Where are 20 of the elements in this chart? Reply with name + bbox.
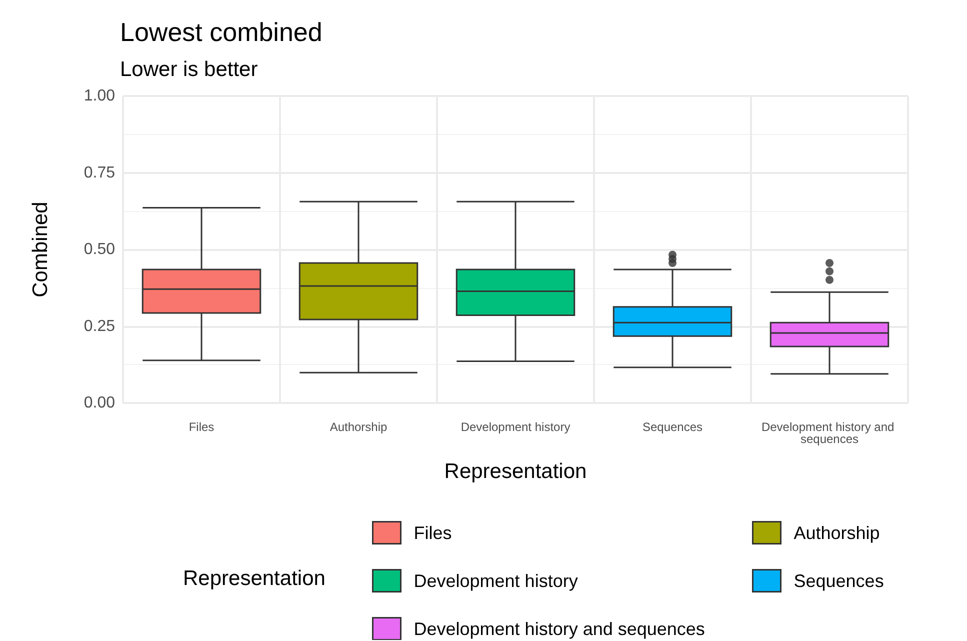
y-tick-label: 0.00	[84, 394, 116, 412]
legend-label: Authorship	[794, 522, 880, 543]
y-tick-label: 0.50	[84, 241, 116, 258]
legend-label: Sequences	[794, 570, 884, 591]
legend-label: Files	[414, 522, 452, 543]
chart-subtitle: Lower is better	[120, 58, 258, 81]
x-tick-label: Files	[188, 420, 214, 434]
x-tick-label: Sequences	[642, 420, 703, 434]
x-tick-label: Development history	[460, 420, 570, 434]
y-tick-label: 0.75	[84, 164, 116, 182]
y-axis-title: Combined	[29, 202, 52, 298]
y-tick-label: 1.00	[84, 88, 116, 104]
x-axis-title: Representation	[444, 460, 587, 483]
x-tick-label: Development history and sequences	[761, 420, 898, 446]
y-tick-label: 0.25	[84, 318, 116, 335]
legend-label: Development history	[414, 570, 578, 591]
chart-title: Lowest combined	[120, 17, 322, 47]
legend-title: Representation	[183, 567, 326, 590]
legend-label: Development history and sequences	[414, 618, 705, 639]
x-tick-label: Authorship	[330, 420, 388, 434]
